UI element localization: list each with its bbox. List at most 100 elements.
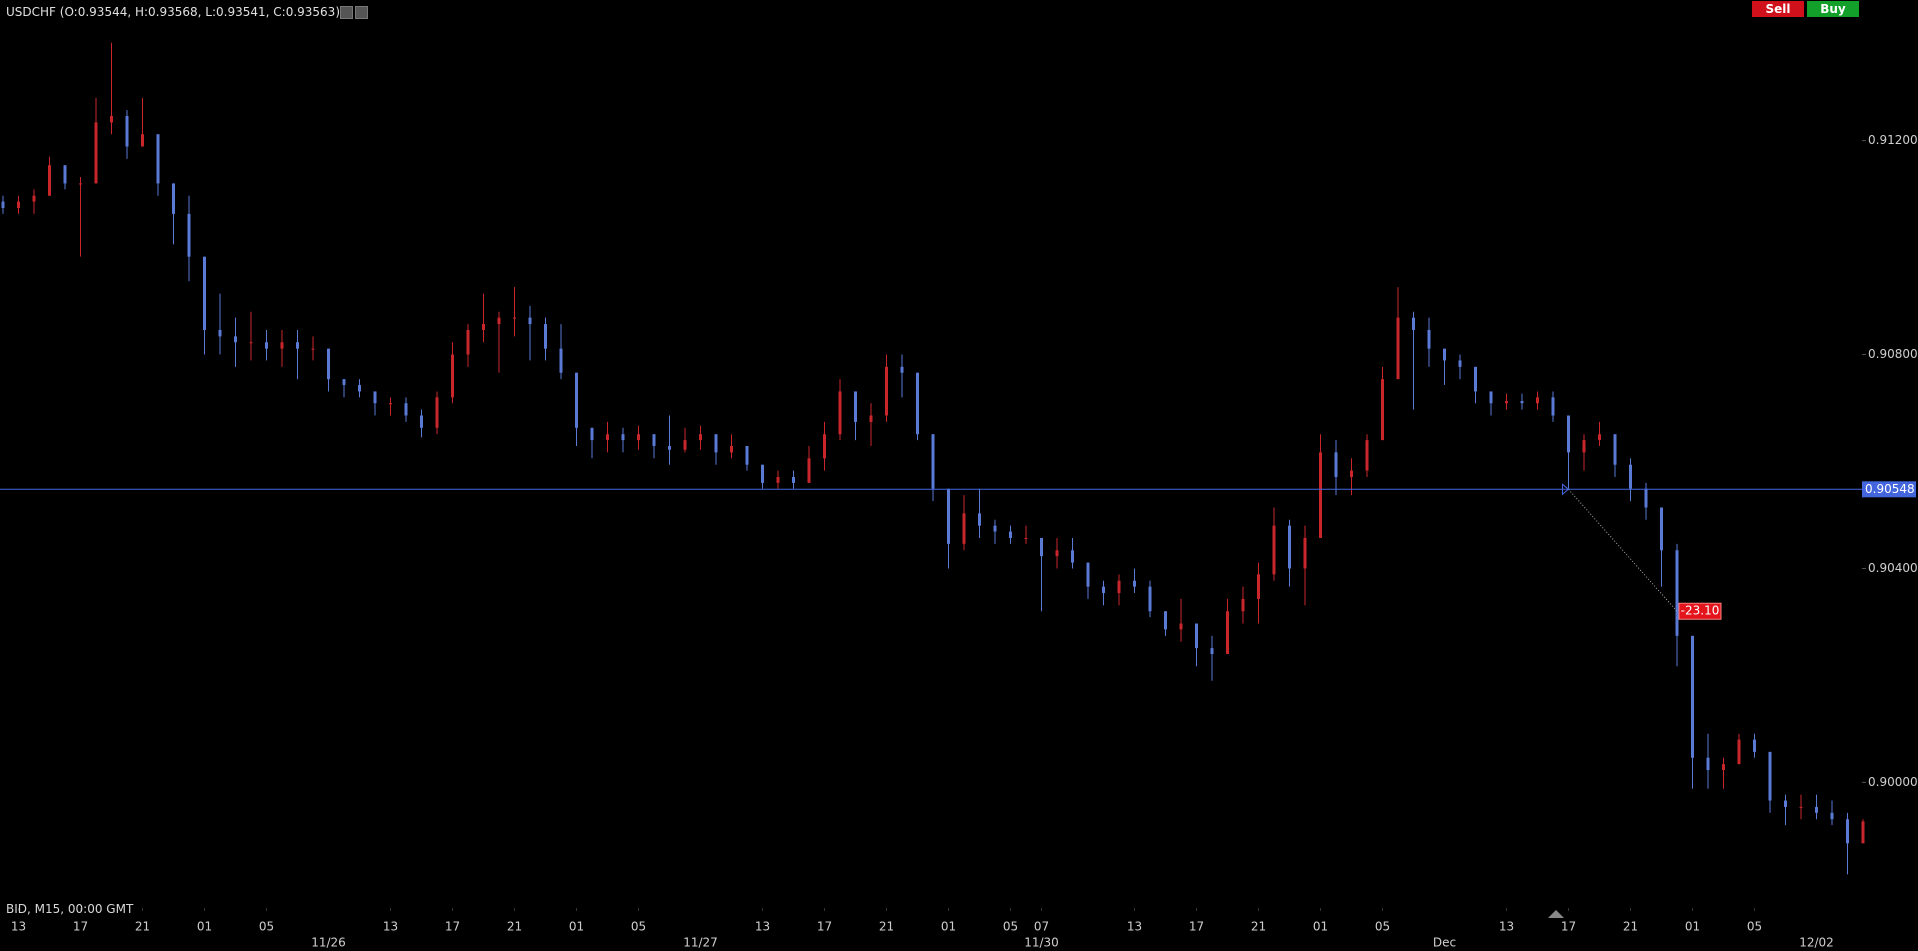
date-tick-label: 12/02 <box>1799 936 1834 950</box>
candle-body <box>1117 580 1121 594</box>
y-tick-label: 0.90800 <box>1868 347 1918 361</box>
x-tick-label: 21 <box>879 920 894 934</box>
x-tick-label: 05 <box>1375 920 1390 934</box>
price-label: 0.90548 <box>1865 482 1915 496</box>
candle-body <box>993 525 997 532</box>
candle-body <box>203 256 206 330</box>
candle-body <box>404 403 408 416</box>
date-tick-label: 11/27 <box>683 936 718 950</box>
candle-body <box>451 354 454 398</box>
candle-body <box>1675 550 1679 636</box>
y-tick-label: 0.90400 <box>1868 561 1918 575</box>
x-tick-label: 17 <box>1561 920 1576 934</box>
candle-body <box>683 440 687 450</box>
candle-body <box>466 329 470 355</box>
candle-body <box>1582 440 1586 453</box>
candle-body <box>1040 537 1043 557</box>
candle-body <box>1164 611 1167 630</box>
candle-body <box>1722 764 1725 771</box>
candle-body <box>1365 440 1369 471</box>
candle-body <box>1706 757 1710 771</box>
x-tick-label: 01 <box>1685 920 1700 934</box>
candle-body <box>1396 317 1400 380</box>
candle-body <box>761 464 764 483</box>
buy-button[interactable]: Buy <box>1807 1 1859 17</box>
candle-body <box>17 201 20 209</box>
sell-button[interactable]: Sell <box>1752 1 1804 17</box>
x-tick-label: 21 <box>1623 920 1638 934</box>
candle-body <box>1660 507 1663 551</box>
candle-body <box>1815 806 1818 813</box>
candle-body <box>838 391 842 435</box>
candle-body <box>1272 525 1276 575</box>
candle-body <box>1768 751 1772 801</box>
trade-entry-marker <box>1562 483 1570 496</box>
candle-body <box>978 513 981 526</box>
candle-body <box>1133 580 1136 587</box>
x-tick-label: 01 <box>197 920 212 934</box>
candle-body <box>1009 531 1012 538</box>
candle-body <box>1443 348 1446 361</box>
scroll-marker <box>1548 910 1564 918</box>
candle-body <box>900 366 904 373</box>
trade-line <box>1568 488 1678 612</box>
candle-body <box>807 458 811 483</box>
candle-body <box>947 488 950 544</box>
x-tick-label: 05 <box>1003 920 1018 934</box>
candle-body <box>621 434 625 441</box>
settings-icon[interactable] <box>340 6 353 19</box>
candle-body <box>1830 812 1834 820</box>
candle-body <box>1412 317 1415 330</box>
candle-body <box>699 434 702 441</box>
x-tick-label: 13 <box>1499 920 1514 934</box>
candle-body <box>1210 648 1214 655</box>
candle-body <box>1784 800 1787 807</box>
candle-body <box>1536 397 1539 404</box>
candle-body <box>420 415 423 428</box>
candle-body <box>79 183 82 185</box>
feed-info: BID, M15, 00:00 GMT <box>6 902 134 916</box>
candle-body <box>1427 329 1431 349</box>
candle-body <box>172 183 175 214</box>
candle-body <box>1024 537 1028 539</box>
candle-body <box>1861 821 1865 844</box>
candle-body <box>497 317 501 325</box>
candle-body <box>1086 562 1090 587</box>
candle-body <box>125 116 129 147</box>
candle-body <box>1241 598 1245 612</box>
x-tick-label: 05 <box>259 920 274 934</box>
candle-body <box>714 434 718 453</box>
candle-body <box>358 385 361 392</box>
candle-body <box>482 324 485 330</box>
candle-body <box>218 329 222 337</box>
candle-body <box>637 434 640 441</box>
candle-body <box>1799 806 1803 808</box>
candle-body <box>32 195 36 202</box>
close-icon[interactable] <box>355 6 368 19</box>
candle-body <box>389 403 392 405</box>
x-tick-label: 13 <box>11 920 26 934</box>
candle-body <box>265 342 268 349</box>
candle-body <box>745 445 749 465</box>
candle-body <box>156 134 160 184</box>
candle-body <box>1350 470 1353 478</box>
candle-body <box>823 434 826 459</box>
candle-body <box>249 342 253 344</box>
candle-body <box>1551 397 1555 416</box>
x-tick-label: 17 <box>1189 920 1204 934</box>
x-tick-label: 05 <box>631 920 646 934</box>
y-tick-label: 0.91200 <box>1868 133 1918 147</box>
candle-body <box>1055 550 1059 557</box>
date-tick-label: Dec <box>1433 936 1456 950</box>
candle-body <box>1520 401 1524 404</box>
header-icons <box>340 6 368 19</box>
trade-label: -23.10 <box>1681 604 1720 618</box>
candle-body <box>1102 586 1105 594</box>
candle-body <box>1179 623 1183 630</box>
candle-body <box>1226 611 1229 655</box>
candle-body <box>327 348 330 380</box>
candle-body <box>513 317 516 319</box>
candle-body <box>1846 819 1849 844</box>
